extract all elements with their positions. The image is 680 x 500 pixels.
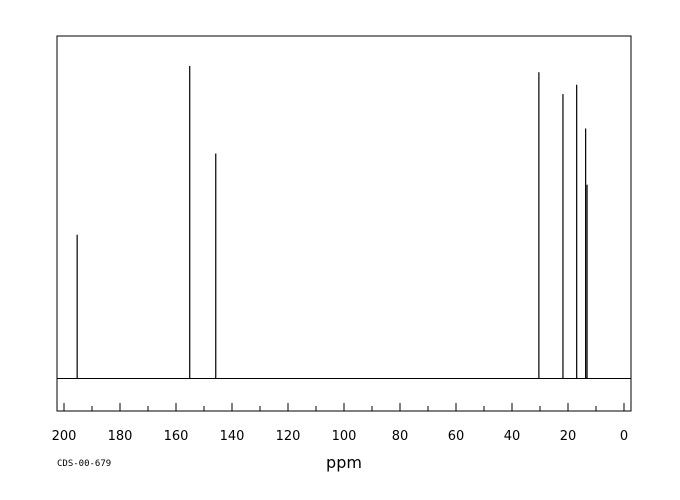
tick-label-160: 160 — [164, 429, 189, 444]
tick-label-60: 60 — [448, 429, 465, 444]
tick-label-200: 200 — [52, 429, 77, 444]
tick-label-120: 120 — [276, 429, 301, 444]
x-axis-title: ppm — [326, 453, 362, 472]
peaks-group — [76, 66, 588, 379]
tick-label-20: 20 — [560, 429, 577, 444]
tick-label-180: 180 — [108, 429, 133, 444]
tick-label-140: 140 — [220, 429, 245, 444]
compound-code-label: CDS-00-679 — [57, 459, 111, 469]
tick-label-0: 0 — [620, 429, 628, 444]
plot-frame — [56, 35, 632, 412]
tick-label-100: 100 — [332, 429, 357, 444]
x-axis-ticks — [63, 403, 625, 411]
tick-label-40: 40 — [504, 429, 521, 444]
x-axis-tick-labels: 200 180 160 140 120 100 80 60 40 20 0 — [52, 429, 629, 444]
tick-label-80: 80 — [392, 429, 409, 444]
